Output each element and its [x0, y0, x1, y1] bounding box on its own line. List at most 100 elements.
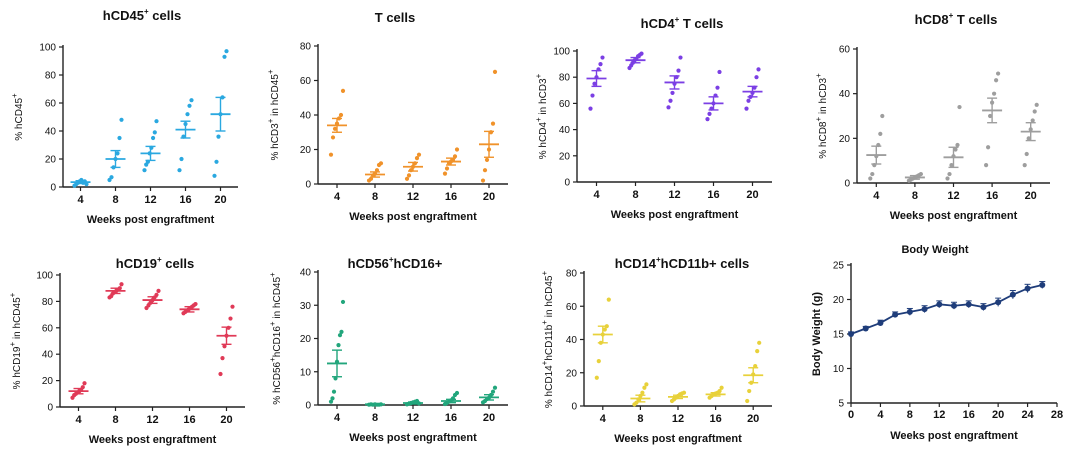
x-tick-label: 16	[986, 190, 998, 202]
x-tick-label: 20	[746, 189, 758, 201]
data-point	[216, 134, 221, 139]
data-point	[880, 113, 885, 119]
data-point	[870, 171, 875, 177]
data-point	[757, 340, 762, 345]
data-point	[328, 399, 334, 404]
data-point	[218, 371, 223, 377]
y-tick-label: 20	[559, 151, 571, 162]
data-point	[442, 171, 448, 176]
data-point	[444, 166, 450, 171]
y-tick-label: 60	[839, 45, 851, 56]
data-point	[220, 356, 225, 361]
data-point	[745, 398, 750, 404]
x-tick-label: 4	[600, 413, 607, 425]
data-point	[454, 147, 460, 152]
x-tick-label: 28	[1051, 409, 1063, 421]
y-tick-label: 80	[42, 297, 54, 308]
data-point	[1034, 102, 1039, 107]
data-point	[340, 88, 346, 93]
y-tick-label: 0	[305, 401, 311, 412]
data-point	[414, 156, 420, 161]
data-point	[642, 385, 647, 390]
y-tick-label: 60	[300, 76, 312, 87]
data-point	[588, 106, 593, 111]
data-point	[678, 55, 683, 60]
y-tick-label: 5	[838, 399, 844, 410]
data-point	[644, 382, 649, 387]
data-point	[230, 304, 235, 309]
data-point	[482, 168, 488, 173]
x-tick-label: 8	[632, 189, 638, 201]
x-tick-label: 8	[372, 412, 378, 424]
chart-title: hCD45+ cells	[103, 7, 181, 23]
data-point	[177, 168, 182, 173]
data-point	[187, 103, 192, 108]
y-axis-label: % hCD14+hCD11b+ in hCD45+	[540, 271, 555, 409]
chart-panel-p2: hCD4+ T cells 0 20 40 60 80 100 % hCD4+ in hCD3…	[534, 15, 772, 221]
data-point	[755, 349, 760, 354]
x-tick-label: 20	[214, 194, 226, 206]
data-point	[639, 51, 644, 56]
data-point	[705, 117, 710, 122]
chart-panel-p7: Body Weight 5 10 15 20 25 Body Weight (g) Weeks…	[811, 244, 1063, 442]
x-tick-label: 8	[112, 194, 118, 206]
data-point	[936, 301, 943, 308]
data-point	[640, 390, 645, 395]
data-point	[921, 306, 928, 313]
y-tick-label: 100	[36, 271, 53, 282]
y-tick-label: 100	[39, 43, 56, 54]
data-point	[193, 301, 198, 307]
y-tick-label: 0	[571, 402, 577, 413]
x-tick-label: 8	[112, 414, 118, 426]
x-tick-label: 12	[668, 189, 680, 201]
data-point	[598, 62, 603, 67]
data-point	[119, 282, 124, 287]
data-point	[224, 49, 229, 54]
x-tick-label: 16	[707, 189, 719, 201]
data-point	[490, 389, 496, 394]
y-tick-label: 40	[45, 127, 57, 138]
data-point	[984, 163, 989, 168]
y-axis-label: % hCD45+	[10, 93, 25, 141]
data-point	[82, 381, 87, 386]
x-tick-label: 16	[445, 191, 457, 203]
y-tick-label: 0	[844, 179, 850, 190]
x-tick-label: 8	[372, 191, 378, 203]
y-tick-label: 40	[300, 111, 312, 122]
y-tick-label: 40	[559, 125, 571, 136]
data-point	[492, 69, 498, 74]
data-point	[992, 91, 997, 96]
chart-panel-p3: hCD8+ T cells 0 20 40 60 % hCD8+ in hCD3+ Week…	[814, 11, 1050, 222]
y-tick-label: 20	[833, 295, 845, 306]
x-axis-label: Weeks post engraftment	[614, 433, 742, 445]
data-point	[416, 152, 422, 157]
data-point	[670, 90, 675, 96]
data-point	[1032, 109, 1037, 114]
y-axis-label: Body Weight (g)	[811, 292, 823, 376]
y-tick-label: 20	[42, 376, 54, 387]
data-point	[877, 319, 884, 326]
x-axis-label: Weeks post engraftment	[89, 434, 217, 446]
data-point	[906, 308, 913, 315]
x-tick-label: 20	[1025, 190, 1037, 202]
chart-panel-p1: T cells 0 20 40 60 80 % hCD3+ in hCD45+ Weeks p…	[266, 10, 508, 223]
data-point	[600, 55, 605, 60]
data-point	[490, 121, 496, 126]
x-tick-label: 12	[672, 413, 684, 425]
data-point	[1039, 282, 1046, 289]
data-point	[590, 93, 595, 98]
y-axis-label: % hCD3+ in hCD45+	[266, 69, 281, 160]
data-point	[378, 161, 384, 166]
chart-panel-p0: hCD45+ cells 0 20 40 60 80 100 % hCD45+ Weeks po…	[10, 7, 238, 226]
data-point	[1024, 285, 1031, 292]
data-point	[154, 292, 159, 297]
chart-panel-p6: hCD14+hCD11b+ cells 0 20 40 60 80 % hCD14+hCD1…	[540, 255, 772, 445]
y-tick-label: 80	[45, 71, 57, 82]
x-tick-label: 8	[907, 409, 913, 421]
data-point	[332, 126, 338, 131]
data-point	[1022, 163, 1027, 168]
y-tick-label: 80	[300, 42, 312, 53]
data-point	[681, 390, 687, 395]
x-tick-label: 12	[144, 194, 156, 206]
x-tick-label: 16	[183, 414, 195, 426]
